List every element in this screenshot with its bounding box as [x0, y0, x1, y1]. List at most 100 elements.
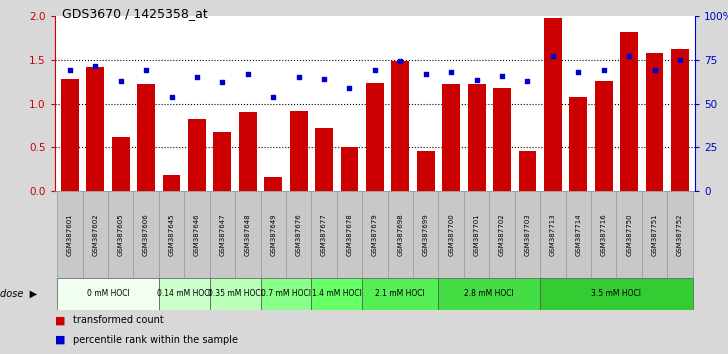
- Bar: [392, 62, 409, 191]
- Bar: [290, 110, 307, 191]
- Bar: [438, 191, 464, 278]
- Point: [141, 67, 152, 73]
- Text: dose  ▶: dose ▶: [0, 289, 37, 299]
- Bar: [210, 278, 261, 310]
- Point: [90, 63, 101, 69]
- Bar: [438, 278, 540, 310]
- Bar: [239, 112, 257, 191]
- Bar: [515, 191, 540, 278]
- Bar: [595, 81, 613, 191]
- Bar: [620, 32, 638, 191]
- Text: GSM387701: GSM387701: [474, 213, 480, 256]
- Text: GSM387676: GSM387676: [296, 213, 301, 256]
- Bar: [57, 278, 159, 310]
- Bar: [540, 278, 693, 310]
- Point: [267, 94, 279, 99]
- Text: GSM387716: GSM387716: [601, 213, 606, 256]
- Point: [344, 85, 355, 91]
- Text: 0.14 mM HOCl: 0.14 mM HOCl: [157, 289, 212, 298]
- Text: GSM387605: GSM387605: [118, 213, 124, 256]
- Text: 0.35 mM HOCl: 0.35 mM HOCl: [207, 289, 263, 298]
- Text: GSM387751: GSM387751: [652, 213, 657, 256]
- Bar: [133, 191, 159, 278]
- Text: 2.8 mM HOCl: 2.8 mM HOCl: [464, 289, 514, 298]
- Point: [318, 76, 330, 82]
- Point: [395, 59, 406, 64]
- Bar: [162, 175, 181, 191]
- Point: [572, 69, 584, 75]
- Bar: [642, 191, 668, 278]
- Point: [522, 78, 534, 84]
- Text: GSM387713: GSM387713: [550, 213, 556, 256]
- Bar: [366, 82, 384, 191]
- Text: 1.4 mM HOCl: 1.4 mM HOCl: [312, 289, 362, 298]
- Point: [649, 67, 660, 73]
- Text: 0 mM HOCl: 0 mM HOCl: [87, 289, 130, 298]
- Bar: [112, 137, 130, 191]
- Bar: [646, 53, 663, 191]
- Bar: [312, 191, 337, 278]
- Point: [674, 57, 686, 63]
- Bar: [443, 84, 460, 191]
- Text: GSM387714: GSM387714: [575, 213, 581, 256]
- Bar: [261, 278, 312, 310]
- Text: GSM387678: GSM387678: [347, 213, 352, 256]
- Bar: [363, 278, 438, 310]
- Text: GSM387698: GSM387698: [397, 213, 403, 256]
- Point: [547, 53, 558, 59]
- Text: 3.5 mM HOCl: 3.5 mM HOCl: [591, 289, 641, 298]
- Text: GSM387699: GSM387699: [423, 213, 429, 256]
- Bar: [312, 278, 363, 310]
- Bar: [235, 191, 261, 278]
- Text: transformed count: transformed count: [73, 315, 164, 325]
- Bar: [261, 191, 286, 278]
- Bar: [210, 191, 235, 278]
- Bar: [544, 18, 562, 191]
- Point: [242, 71, 253, 76]
- Bar: [363, 191, 387, 278]
- Bar: [341, 147, 358, 191]
- Text: GSM387702: GSM387702: [499, 213, 505, 256]
- Bar: [159, 278, 210, 310]
- Text: GSM387645: GSM387645: [169, 213, 175, 256]
- Bar: [566, 191, 591, 278]
- Bar: [489, 191, 515, 278]
- Text: ■: ■: [55, 315, 65, 325]
- Bar: [387, 191, 413, 278]
- Text: GSM387677: GSM387677: [321, 213, 327, 256]
- Bar: [413, 191, 438, 278]
- Bar: [213, 132, 232, 191]
- Bar: [671, 49, 689, 191]
- Text: GSM387647: GSM387647: [219, 213, 226, 256]
- Bar: [159, 191, 184, 278]
- Point: [623, 53, 635, 59]
- Point: [115, 78, 127, 84]
- Text: GDS3670 / 1425358_at: GDS3670 / 1425358_at: [62, 7, 207, 20]
- Bar: [569, 97, 587, 191]
- Text: GSM387679: GSM387679: [372, 213, 378, 256]
- Point: [471, 77, 483, 83]
- Text: percentile rank within the sample: percentile rank within the sample: [73, 335, 238, 345]
- Bar: [108, 191, 133, 278]
- Bar: [417, 151, 435, 191]
- Bar: [668, 191, 693, 278]
- Text: GSM387752: GSM387752: [677, 213, 683, 256]
- Bar: [87, 67, 104, 191]
- Text: 2.1 mM HOCl: 2.1 mM HOCl: [376, 289, 425, 298]
- Bar: [315, 128, 333, 191]
- Bar: [518, 151, 537, 191]
- Text: GSM387750: GSM387750: [626, 213, 632, 256]
- Bar: [540, 191, 566, 278]
- Text: GSM387700: GSM387700: [448, 213, 454, 256]
- Point: [598, 67, 609, 73]
- Text: 0.7 mM HOCl: 0.7 mM HOCl: [261, 289, 311, 298]
- Bar: [591, 191, 617, 278]
- Bar: [264, 177, 282, 191]
- Bar: [57, 191, 82, 278]
- Point: [64, 67, 76, 73]
- Point: [191, 74, 203, 80]
- Bar: [467, 84, 486, 191]
- Bar: [188, 119, 206, 191]
- Bar: [493, 88, 511, 191]
- Bar: [61, 79, 79, 191]
